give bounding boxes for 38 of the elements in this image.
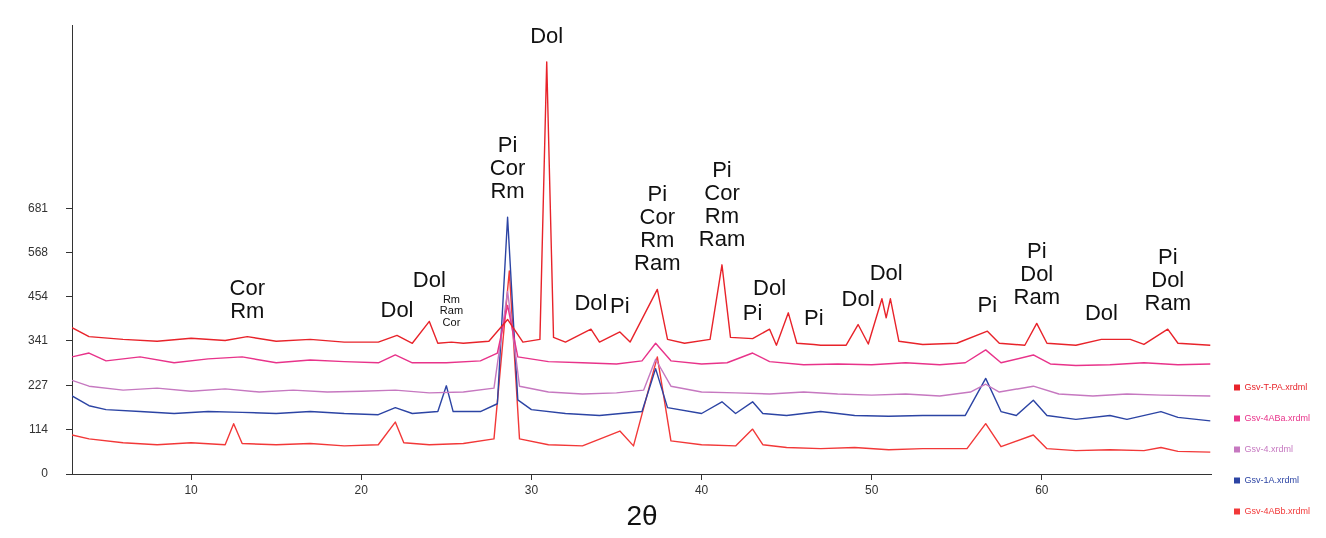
x-axis-title: 2θ [626, 499, 658, 531]
annotation: Rm Ram Cor [439, 292, 464, 328]
y-tick-label: 341 [27, 333, 49, 348]
annotation: Dol [530, 22, 564, 48]
y-tick-label: 454 [27, 289, 49, 304]
annotation: Dol [574, 290, 608, 316]
x-tick-label: 10 [184, 482, 199, 497]
annotation: Pi [742, 299, 763, 325]
annotation: Cor Rm [229, 274, 265, 323]
annotation: Pi Dol Ram [1144, 244, 1191, 316]
x-tick-label: 30 [524, 482, 539, 497]
legend-label: Gsv-T-PA.xrdml [1244, 381, 1308, 392]
y-tick-label: 0 [41, 466, 49, 481]
y-tick-label: 568 [27, 244, 49, 259]
y-tick-label: 227 [27, 377, 49, 392]
annotation: Pi [610, 293, 630, 319]
x-tick-label: 20 [354, 482, 369, 497]
legend-label: Gsv-4ABb.xrdml [1244, 505, 1310, 516]
x-tick-label: 50 [865, 482, 879, 497]
annotation: Pi Cor Rm [489, 132, 526, 204]
annotation: Dol [380, 296, 414, 322]
legend-label: Gsv-4ABa.xrdml [1244, 412, 1310, 423]
legend-label: Gsv-1A.xrdml [1244, 474, 1299, 485]
annotation: Pi Cor Rm Ram [698, 156, 746, 251]
annotation: Pi Cor Rm Ram [634, 181, 681, 276]
annotation: Pi [804, 305, 824, 331]
annotation: Dol [412, 266, 446, 292]
annotation: Dol [841, 285, 875, 311]
annotation: Pi [977, 292, 998, 318]
y-tick-label: 114 [28, 421, 49, 436]
annotation: Dol [869, 260, 903, 286]
annotation: Dol [753, 274, 787, 300]
legend-label: Gsv-4.xrdml [1244, 443, 1293, 454]
x-tick-label: 60 [1035, 482, 1049, 497]
x-tick-label: 40 [694, 482, 709, 497]
y-tick-label: 681 [27, 200, 49, 215]
annotation: Pi Dol Ram [1013, 238, 1060, 310]
annotation: Dol [1084, 300, 1118, 326]
